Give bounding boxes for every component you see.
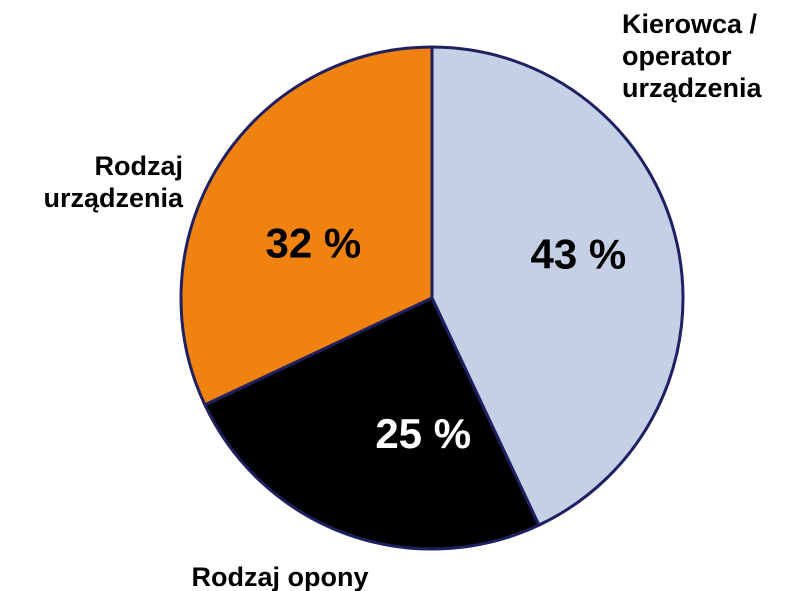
- value-label: 25 %: [375, 410, 471, 457]
- value-label: 43 %: [531, 230, 627, 277]
- category-label: Kierowca / operator urządzenia: [622, 9, 762, 103]
- pie-slice: [203, 296, 541, 551]
- pie-slice: [430, 45, 685, 527]
- pie-slice: [179, 45, 434, 407]
- category-label: Rodzaj opony: [191, 562, 369, 591]
- value-label: 32 %: [265, 220, 361, 267]
- category-label: Rodzaj urządzenia: [43, 151, 183, 213]
